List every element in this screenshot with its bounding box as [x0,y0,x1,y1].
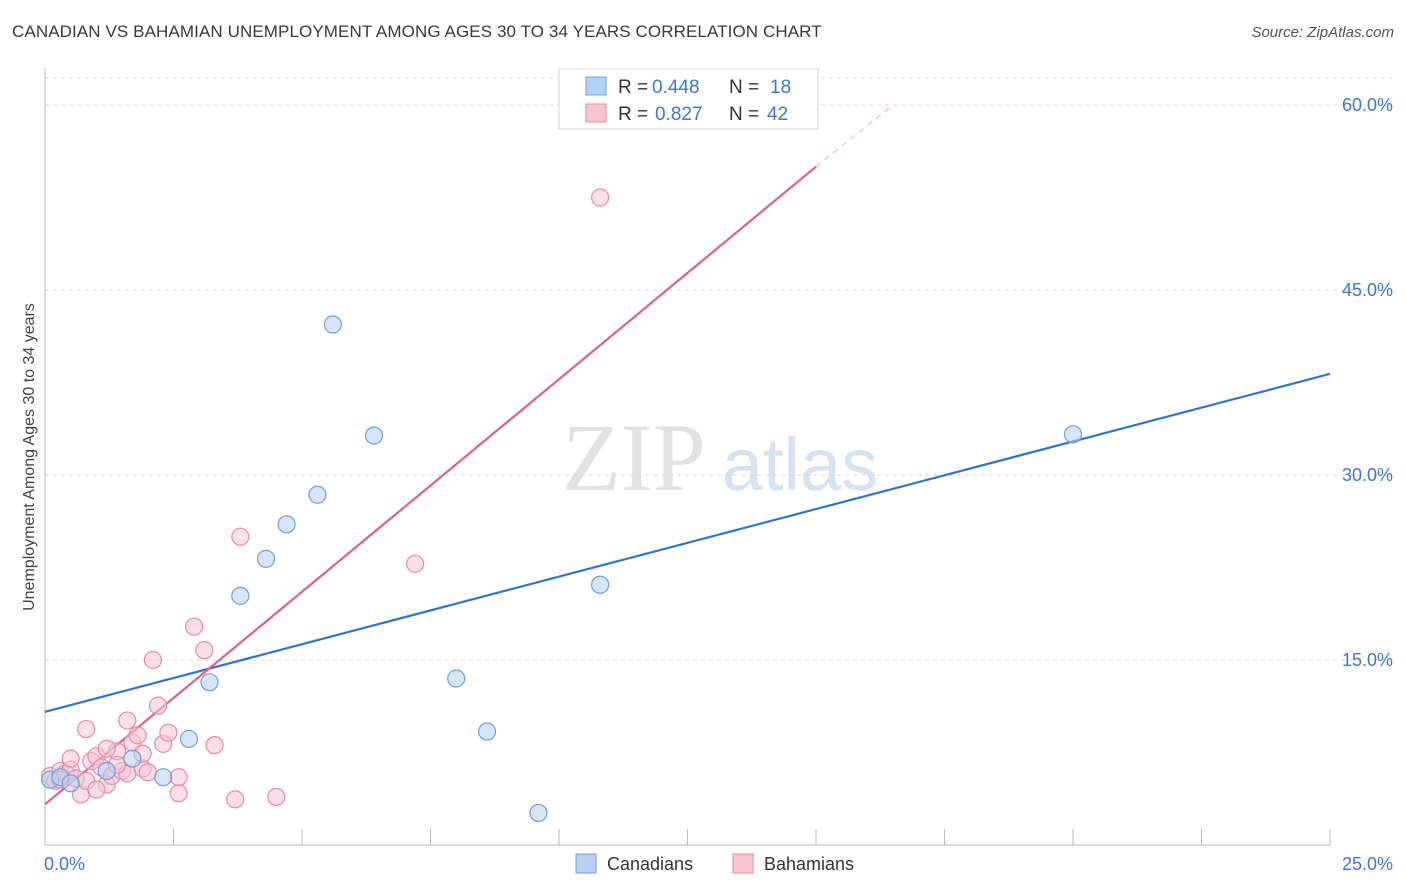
legend-r-value-bahamians: 0.827 [655,104,703,125]
point-bahamians [148,696,168,715]
bottom-legend-swatch-bahamians [732,853,754,874]
watermark-zip: ZIP [562,404,706,511]
point-canadians [231,586,250,605]
point-bahamians [159,723,178,742]
point-canadians [477,722,497,741]
point-bahamians [205,735,224,755]
legend-n-value-bahamians: 42 [767,104,788,125]
source-label: Source: ZipAtlas.com [1251,24,1394,41]
point-bahamians [87,780,106,799]
point-canadians [277,515,296,534]
point-bahamians [267,787,286,807]
legend-r-label-canadians: R = [618,77,648,98]
point-bahamians [195,641,214,660]
y-tick-label: 30.0% [1342,465,1393,485]
point-bahamians [128,726,147,745]
legend-swatch-bahamians [585,103,607,123]
point-canadians [97,761,116,781]
grid-lines [45,77,1392,661]
point-canadians [123,749,142,768]
point-bahamians [97,739,116,758]
point-bahamians [184,617,204,636]
point-canadians [200,673,219,692]
bottom-legend-swatch-canadians [575,853,597,874]
bottom-legend-label-bahamians: Bahamians [764,854,854,874]
point-canadians [591,575,610,594]
point-bahamians [61,749,80,768]
y-tick-label: 45.0% [1342,280,1393,300]
point-bahamians [143,650,163,670]
point-bahamians [231,527,250,546]
point-canadians [61,774,80,793]
series-legend: Canadians Bahamians [575,853,854,874]
trend-line-canadians [44,372,1331,713]
point-canadians [364,426,384,445]
bottom-legend-label-canadians: Canadians [607,854,693,874]
x-tick-label: 0.0% [44,854,85,874]
point-canadians [308,485,327,504]
chart-title: CANADIAN VS BAHAMIAN UNEMPLOYMENT AMONG … [12,22,822,41]
trend-line-bahamians [44,165,817,806]
data-points [41,188,1083,823]
legend-swatch-canadians [585,76,607,96]
axes [44,68,1331,846]
legend-n-label-bahamians: N = [729,104,759,125]
point-canadians [256,549,276,568]
y-tick-label: 15.0% [1342,650,1393,670]
point-canadians [179,729,199,749]
watermark-atlas: atlas [722,423,878,506]
point-bahamians [591,188,610,207]
trend-lines [44,104,1331,806]
point-canadians [1063,425,1083,444]
trend-line-bahamians-extension [815,104,894,168]
point-canadians [447,669,466,688]
point-bahamians [77,719,96,739]
legend-r-value-canadians: 0.448 [652,77,700,98]
tick-labels: 15.0% 30.0% 45.0% 60.0% 0.0% 25.0% [44,95,1393,874]
legend-r-label-bahamians: R = [618,104,648,125]
point-bahamians [226,790,245,809]
y-tick-label: 60.0% [1342,95,1393,115]
point-bahamians [118,711,137,730]
point-bahamians [169,768,188,787]
point-bahamians [169,784,188,803]
point-bahamians [405,554,425,573]
x-tick-label: 25.0% [1342,854,1393,874]
point-canadians [323,315,342,334]
correlation-legend: R = 0.448 N = 18 R = 0.827 N = 42 [558,68,819,130]
point-canadians [154,768,173,787]
point-canadians [529,803,548,823]
point-bahamians [138,763,157,782]
legend-n-value-canadians: 18 [770,77,791,98]
legend-n-label-canadians: N = [729,77,759,98]
